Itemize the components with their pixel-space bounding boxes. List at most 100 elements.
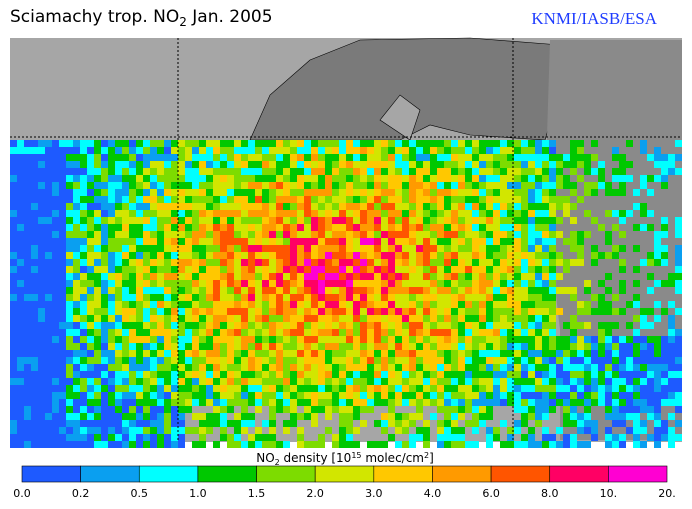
no2-cell <box>332 203 339 210</box>
no2-cell <box>633 434 640 441</box>
no2-cell <box>360 140 367 147</box>
no2-cell <box>311 245 318 252</box>
no2-cell <box>255 371 262 378</box>
no2-cell <box>115 350 122 357</box>
no2-cell <box>472 231 479 238</box>
no2-cell <box>45 238 52 245</box>
no2-cell <box>262 259 269 266</box>
no2-cell <box>269 238 276 245</box>
no2-cell <box>52 287 59 294</box>
no2-cell <box>150 364 157 371</box>
no2-cell <box>465 343 472 350</box>
no2-cell <box>234 413 241 420</box>
no2-cell <box>647 392 654 399</box>
no2-cell <box>73 434 80 441</box>
no2-cell <box>374 371 381 378</box>
no2-cell <box>535 252 542 259</box>
no2-cell <box>87 336 94 343</box>
no2-cell <box>66 189 73 196</box>
no2-cell <box>346 140 353 147</box>
no2-cell <box>255 161 262 168</box>
no2-cell <box>73 252 80 259</box>
no2-cell <box>367 287 374 294</box>
no2-cell <box>374 315 381 322</box>
no2-cell <box>178 364 185 371</box>
no2-cell <box>276 140 283 147</box>
no2-cell <box>325 259 332 266</box>
no2-cell <box>10 245 17 252</box>
no2-cell <box>549 231 556 238</box>
no2-cell <box>297 427 304 434</box>
no2-cell <box>339 231 346 238</box>
no2-cell <box>591 399 598 406</box>
no2-cell <box>409 287 416 294</box>
no2-cell <box>164 161 171 168</box>
no2-cell <box>556 161 563 168</box>
no2-cell <box>269 434 276 441</box>
no2-cell <box>612 252 619 259</box>
no2-cell <box>157 308 164 315</box>
no2-cell <box>528 182 535 189</box>
no2-cell <box>255 357 262 364</box>
no2-cell <box>479 378 486 385</box>
no2-cell <box>339 434 346 441</box>
no2-cell <box>423 147 430 154</box>
no2-cell <box>59 238 66 245</box>
no2-cell <box>143 434 150 441</box>
no2-cell <box>318 406 325 413</box>
no2-cell <box>52 252 59 259</box>
no2-cell <box>129 371 136 378</box>
no2-cell <box>164 336 171 343</box>
no2-cell <box>129 294 136 301</box>
no2-cell <box>549 280 556 287</box>
no2-cell <box>248 336 255 343</box>
no2-cell <box>94 336 101 343</box>
no2-cell <box>493 427 500 434</box>
no2-cell <box>416 378 423 385</box>
no2-cell <box>17 280 24 287</box>
no2-cell <box>402 231 409 238</box>
no2-cell <box>241 196 248 203</box>
no2-cell <box>248 252 255 259</box>
no2-cell <box>150 336 157 343</box>
no2-cell <box>493 350 500 357</box>
no2-cell <box>514 385 521 392</box>
no2-cell <box>395 252 402 259</box>
no2-cell <box>178 287 185 294</box>
no2-cell <box>486 364 493 371</box>
no2-cell <box>220 182 227 189</box>
no2-cell <box>668 357 675 364</box>
no2-cell <box>80 175 87 182</box>
no2-cell <box>45 196 52 203</box>
no2-cell <box>31 287 38 294</box>
no2-cell <box>38 196 45 203</box>
no2-cell <box>185 182 192 189</box>
no2-cell <box>171 238 178 245</box>
no2-cell <box>262 189 269 196</box>
no2-cell <box>59 350 66 357</box>
no2-cell <box>367 196 374 203</box>
no2-cell <box>136 322 143 329</box>
no2-cell <box>395 238 402 245</box>
no2-cell <box>423 427 430 434</box>
no2-cell <box>486 259 493 266</box>
no2-cell <box>276 217 283 224</box>
no2-cell <box>269 336 276 343</box>
no2-cell <box>528 245 535 252</box>
no2-cell <box>17 378 24 385</box>
no2-cell <box>654 420 661 427</box>
no2-cell <box>416 392 423 399</box>
no2-cell <box>248 175 255 182</box>
no2-cell <box>17 399 24 406</box>
no2-cell <box>346 287 353 294</box>
no2-cell <box>101 168 108 175</box>
no2-cell <box>255 308 262 315</box>
no2-cell <box>647 287 654 294</box>
no2-cell <box>395 210 402 217</box>
no2-cell <box>283 154 290 161</box>
no2-cell <box>374 140 381 147</box>
no2-cell <box>227 154 234 161</box>
no2-cell <box>528 427 535 434</box>
no2-cell <box>374 245 381 252</box>
no2-cell <box>283 210 290 217</box>
